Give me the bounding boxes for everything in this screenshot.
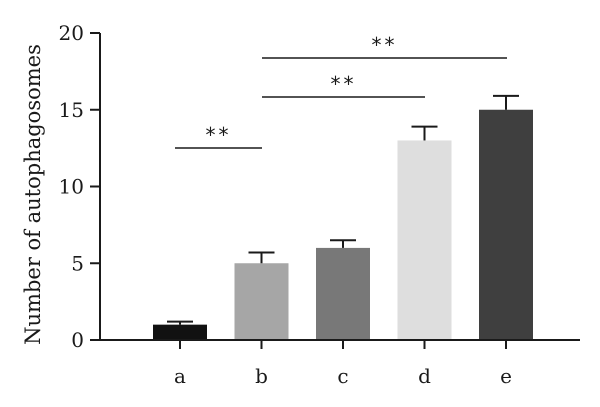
error-bar-c [330, 239, 356, 248]
x-tick-label-d: d [418, 364, 431, 388]
y-tick-label: 15 [59, 98, 84, 122]
error-bar-b [248, 251, 275, 264]
x-tick-label-a: a [174, 364, 186, 388]
y-axis-label: Number of autophagosomes [21, 44, 45, 345]
significance-label: ** [331, 72, 357, 96]
significance-layer: ** ** ** [175, 33, 507, 149]
y-tick-label: 5 [71, 251, 84, 275]
x-ticks-layer: a b c d e [174, 340, 512, 388]
y-ticks-layer: 0 5 10 15 20 [59, 21, 100, 352]
bars-layer [153, 109, 533, 340]
x-tick-label-c: c [337, 364, 348, 388]
error-bar-d [411, 125, 438, 141]
significance-label: ** [206, 123, 232, 147]
significance-bracket-a-b: ** [175, 123, 262, 149]
significance-bracket-b-d: ** [262, 72, 425, 98]
x-tick-label-b: b [255, 364, 268, 388]
error-bars-layer [167, 94, 519, 325]
error-bar-e [493, 94, 519, 110]
y-tick-label: 10 [59, 175, 84, 199]
significance-label: ** [372, 33, 398, 57]
bar-e [479, 109, 533, 340]
bar-d [397, 140, 452, 340]
y-tick-label: 20 [59, 21, 84, 45]
bar-a [153, 324, 207, 340]
y-tick-label: 0 [71, 328, 84, 352]
significance-bracket-b-e: ** [262, 33, 507, 59]
x-tick-label-e: e [500, 364, 512, 388]
bar-b [234, 263, 289, 340]
bar-c [316, 247, 370, 340]
error-bar-a [167, 320, 193, 325]
